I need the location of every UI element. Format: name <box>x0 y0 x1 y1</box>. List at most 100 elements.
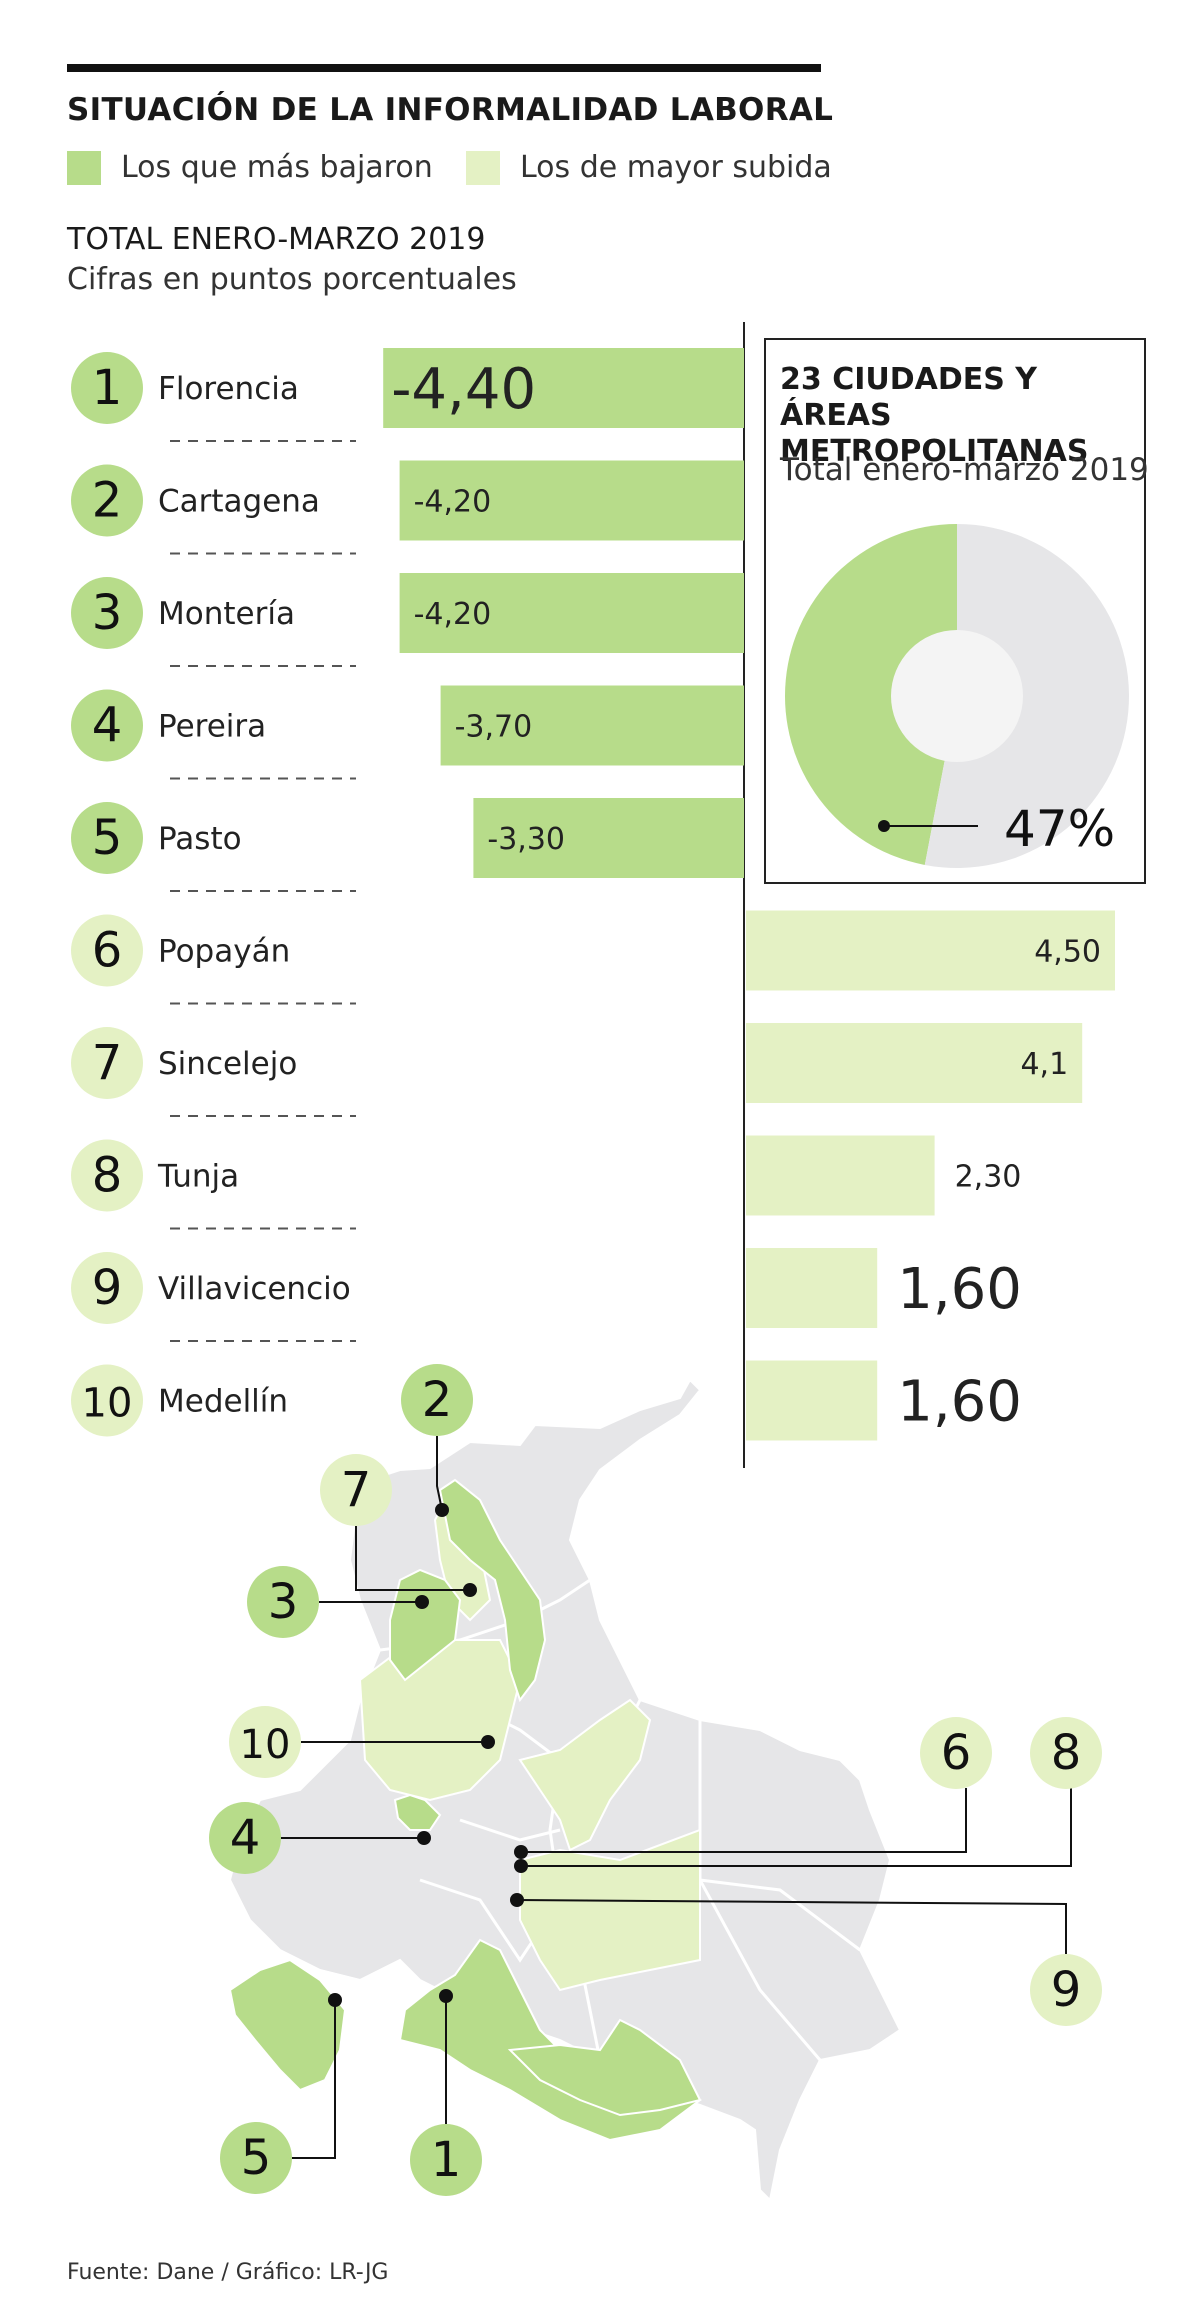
map-point-2 <box>435 1503 449 1517</box>
map-leader-6 <box>521 1788 967 1853</box>
value-label: 4,50 <box>1034 935 1101 970</box>
map-point-5 <box>328 1993 342 2007</box>
city-label: Florencia <box>158 371 299 407</box>
legend-swatch-down <box>67 150 101 185</box>
legend-swatch-up <box>466 150 500 185</box>
rank-label-8: 8 <box>92 1148 123 1204</box>
value-label: 4,1 <box>1020 1047 1068 1082</box>
map-badge-3 <box>247 1566 319 1638</box>
donut-chart <box>784 524 1129 868</box>
legend-item-down: Los que más bajaron <box>67 150 433 185</box>
value-label: 1,60 <box>897 1370 1022 1435</box>
map-point-10 <box>481 1735 495 1749</box>
legend-item-up: Los de mayor subida <box>466 150 832 185</box>
map-badge-1 <box>410 2124 482 2196</box>
map-badge-label-4: 4 <box>230 1810 261 1866</box>
region-cartagena <box>438 1478 547 1703</box>
map-point-4 <box>417 1831 431 1845</box>
map-badge-label-10: 10 <box>240 1722 291 1768</box>
map-badge-10 <box>229 1706 301 1778</box>
map-point-3 <box>415 1595 429 1609</box>
rank-badge-7 <box>71 1027 143 1099</box>
value-label: 2,30 <box>955 1160 1022 1195</box>
value-label: -3,70 <box>455 710 533 745</box>
donut-slice-1 <box>924 524 1129 868</box>
rank-badge-10 <box>71 1364 143 1437</box>
legend-label-down: Los que más bajaron <box>121 150 433 185</box>
source-note: Fuente: Dane / Gráfico: LR-JG <box>67 2260 389 2285</box>
map-point-1 <box>439 1989 453 2003</box>
legend-label-up: Los de mayor subida <box>520 150 832 185</box>
city-label: Montería <box>158 596 295 632</box>
map-badge-6 <box>920 1717 992 1789</box>
map-badge-label-7: 7 <box>341 1462 372 1518</box>
donut-hole <box>891 630 1023 762</box>
bar-florencia <box>383 348 744 428</box>
chart-unit: Cifras en puntos porcentuales <box>67 262 517 297</box>
map-badge-label-8: 8 <box>1051 1725 1082 1781</box>
map-badge-label-2: 2 <box>422 1372 453 1428</box>
bar-montería <box>399 573 744 653</box>
city-label: Medellín <box>158 1384 288 1420</box>
bar-pereira <box>440 685 744 766</box>
chart-subtitle: TOTAL ENERO-MARZO 2019 <box>67 222 486 257</box>
rank-label-4: 4 <box>92 698 123 754</box>
rank-label-7: 7 <box>92 1035 123 1091</box>
summary-subtitle: Total enero-marzo 2019 <box>780 452 1149 488</box>
value-label: -3,30 <box>487 822 565 857</box>
region-tunja <box>518 1698 652 1852</box>
rank-label-1: 1 <box>92 360 123 416</box>
region-caqueta-east <box>507 2018 702 2117</box>
rank-label-10: 10 <box>82 1381 133 1427</box>
bar-popayán <box>746 910 1115 991</box>
map-leader-7 <box>355 1526 470 1591</box>
map-badge-4 <box>209 1802 281 1874</box>
region-pasto <box>228 1958 347 2092</box>
donut-slice-0 <box>784 524 957 865</box>
rank-badge-4 <box>71 689 143 762</box>
bar-chart: 1 Florencia -4,40 2 Cartagena -4,20 3 Montería -… <box>71 322 1115 1468</box>
summary-value: 47% <box>1004 800 1116 858</box>
map-badge-label-9: 9 <box>1051 1962 1082 2018</box>
donut-leader-dot <box>878 820 890 832</box>
rank-badge-1 <box>71 352 143 424</box>
rank-label-9: 9 <box>92 1260 123 1316</box>
map-badge-label-1: 1 <box>431 2132 462 2188</box>
map-point-9 <box>510 1893 524 1907</box>
map-leader-5 <box>292 2000 336 2159</box>
top-rule <box>67 64 821 72</box>
map-badge-7 <box>320 1454 392 1526</box>
city-label: Cartagena <box>158 484 320 520</box>
map-badge-9 <box>1030 1954 1102 2026</box>
region-villavicencio <box>519 1828 701 1992</box>
bar-tunja <box>746 1135 935 1216</box>
map-badge-label-6: 6 <box>941 1725 972 1781</box>
map-badge-label-3: 3 <box>268 1574 299 1630</box>
region-pereira <box>393 1793 442 1831</box>
map-badge-5 <box>220 2122 292 2194</box>
rank-badge-8 <box>71 1139 143 1212</box>
map-point-7 <box>463 1583 477 1597</box>
bar-pasto <box>473 798 744 878</box>
map-leader-9 <box>516 1899 1067 1954</box>
city-label: Sincelejo <box>158 1046 297 1082</box>
city-label: Popayán <box>158 934 290 970</box>
rank-label-3: 3 <box>92 585 123 641</box>
bar-medellín <box>746 1360 878 1441</box>
city-label: Pereira <box>158 709 266 745</box>
summary-panel: 23 CIUDADES Y ÁREAS METROPOLITANAS Total… <box>764 338 1149 884</box>
rank-badge-5 <box>71 802 143 874</box>
rank-badge-9 <box>71 1252 143 1324</box>
value-label: -4,40 <box>391 357 536 422</box>
rank-label-6: 6 <box>92 923 123 979</box>
map-point-6 <box>514 1845 528 1859</box>
rank-label-2: 2 <box>92 473 123 529</box>
map-markers: 273 10 4 6 8 9 5 1 <box>209 1364 1102 2196</box>
value-label: -4,20 <box>414 597 492 632</box>
bar-cartagena <box>399 460 744 541</box>
city-label: Pasto <box>158 821 242 857</box>
rank-badge-6 <box>71 914 143 987</box>
map-badge-label-5: 5 <box>241 2130 272 2186</box>
map-badge-8 <box>1030 1717 1102 1789</box>
